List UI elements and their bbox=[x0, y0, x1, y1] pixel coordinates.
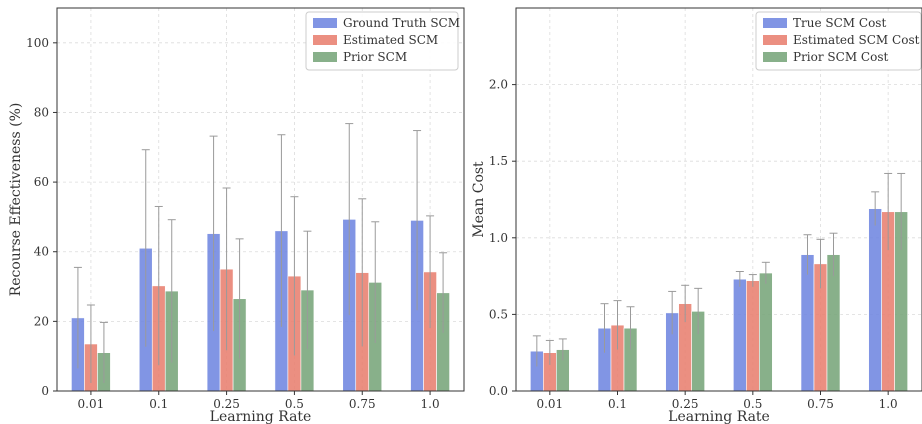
bar-2-4 bbox=[746, 280, 760, 392]
x-tick-label: 0.75 bbox=[807, 397, 834, 411]
x-tick-label: 0.01 bbox=[536, 397, 563, 411]
y-axis-label: Recourse Effectiveness (%) bbox=[8, 103, 24, 297]
bar-3-4 bbox=[759, 272, 773, 392]
x-tick-label: 1.0 bbox=[421, 397, 440, 411]
legend-label-2: Estimated SCM Cost bbox=[793, 33, 920, 47]
plot-frame bbox=[56, 7, 465, 392]
legend-label-2: Estimated SCM bbox=[343, 33, 438, 47]
x-tick-label: 0.25 bbox=[213, 397, 240, 411]
x-axis-label: Learning Rate bbox=[668, 409, 770, 424]
bar-1-4 bbox=[733, 278, 747, 392]
y-tick-label: 20 bbox=[34, 314, 49, 328]
y-tick-label: 80 bbox=[34, 105, 49, 119]
x-tick-label: 0.1 bbox=[149, 397, 168, 411]
y-tick-label: 60 bbox=[34, 175, 49, 189]
x-tick-label: 0.01 bbox=[78, 397, 105, 411]
y-tick-label: 0.0 bbox=[489, 384, 508, 398]
legend: True SCM Cost Estimated SCM Cost Prior SCM… bbox=[755, 11, 922, 71]
chart-panel-2: 0.0 0.5 1.0 1.5 2.0 0.01 0.1 0.25 0.5 0.75 1.0 Lear… bbox=[471, 7, 922, 424]
x-axis-label: Learning Rate bbox=[210, 409, 312, 424]
x-tick-label: 0.75 bbox=[349, 397, 376, 411]
plot-frame bbox=[515, 7, 922, 392]
y-axis-label: Mean Cost bbox=[471, 161, 487, 238]
legend-label-1: Ground Truth SCM bbox=[343, 16, 460, 30]
legend-box bbox=[305, 11, 459, 71]
legend-swatch-3 bbox=[313, 52, 337, 62]
legend-swatch-3 bbox=[763, 52, 787, 62]
bar-1-5 bbox=[800, 254, 815, 392]
legend-label-3: Prior SCM Cost bbox=[793, 50, 888, 64]
y-tick-label: 2.0 bbox=[489, 78, 508, 92]
x-tick-label: 0.1 bbox=[608, 397, 627, 411]
chart-panel-1: 0 20 40 60 80 100 0.01 0.1 0.25 0.5 0.75 1.0 Learnin… bbox=[8, 7, 465, 424]
x-tick-label: 0.5 bbox=[285, 397, 304, 411]
y-tick-label: 1.0 bbox=[489, 231, 508, 245]
legend-box bbox=[755, 11, 922, 71]
legend-swatch-2 bbox=[763, 35, 787, 45]
x-tick-label: 0.25 bbox=[672, 397, 699, 411]
x-tick-label: 0.5 bbox=[743, 397, 762, 411]
y-tick-label: 40 bbox=[34, 245, 49, 259]
legend-swatch-1 bbox=[763, 18, 787, 28]
legend-swatch-2 bbox=[313, 35, 337, 45]
legend: Ground Truth SCM Estimated SCM Prior SCM bbox=[305, 11, 460, 71]
legend-swatch-1 bbox=[313, 18, 337, 28]
y-tick-label: 100 bbox=[26, 36, 49, 50]
x-tick-label: 1.0 bbox=[879, 397, 898, 411]
legend-label-1: True SCM Cost bbox=[793, 16, 886, 30]
y-tick-label: 0 bbox=[41, 384, 49, 398]
bar-1-6 bbox=[868, 208, 882, 392]
y-tick-label: 1.5 bbox=[489, 154, 508, 168]
y-tick-label: 0.5 bbox=[489, 307, 508, 321]
legend-label-3: Prior SCM bbox=[343, 50, 407, 64]
